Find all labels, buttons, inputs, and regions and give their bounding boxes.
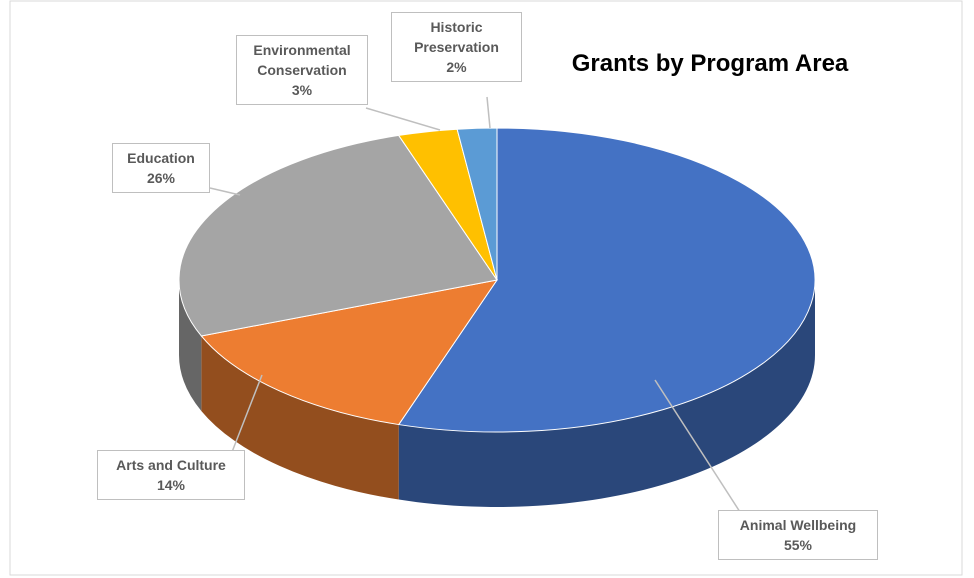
slice	[397, 127, 816, 433]
slice-side	[201, 335, 399, 500]
label-text: 55%	[783, 537, 813, 553]
slice-side	[398, 280, 815, 507]
data-label: Arts and Culture 14%	[97, 450, 245, 500]
label-text: Historic Preservation	[414, 19, 499, 55]
chart-title: Grants by Program Area	[571, 50, 849, 77]
leader-line	[365, 107, 441, 131]
leader-line	[209, 187, 241, 196]
data-label: Animal Wellbeing 55%	[718, 510, 878, 560]
chart-frame	[9, 0, 963, 576]
label-text: 2%	[446, 59, 467, 75]
label-text: Animal Wellbeing	[739, 517, 857, 533]
label-text: Arts and Culture	[116, 457, 226, 473]
label-text: Education	[127, 150, 195, 166]
label-text: 14%	[156, 477, 186, 493]
label-text: 26%	[146, 170, 176, 186]
slice	[456, 127, 498, 281]
label-text: 3%	[291, 82, 313, 98]
slice	[200, 279, 499, 426]
leader-line	[486, 96, 491, 129]
label-text: Environmental Conservation	[253, 42, 351, 78]
leader-line	[654, 379, 741, 513]
leader-line	[231, 374, 263, 453]
slice-side	[179, 280, 202, 411]
data-label: Education 26%	[112, 143, 210, 193]
data-label: Historic Preservation 2%	[391, 12, 522, 82]
slice	[178, 134, 498, 337]
data-label: Environmental Conservation 3%	[236, 35, 368, 105]
